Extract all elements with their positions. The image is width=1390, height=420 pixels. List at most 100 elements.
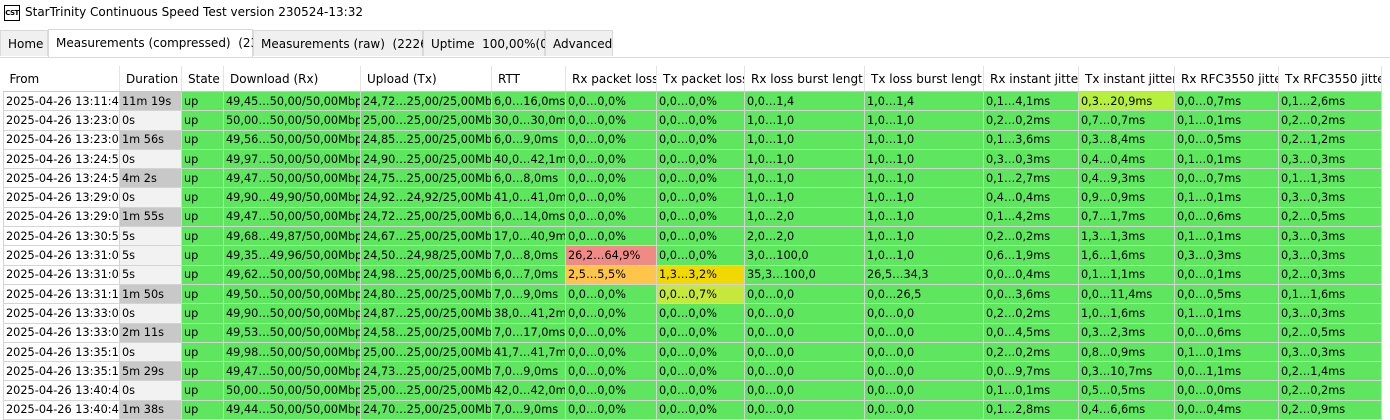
table-cell: 0s xyxy=(119,110,182,131)
table-cell: 49,56…50,00/50,00Mbps xyxy=(223,129,361,150)
table-cell: 0,0…9,7ms xyxy=(983,361,1079,382)
table-cell: 7,0…8,0ms xyxy=(491,245,566,266)
table-cell: 0,0…0,5ms xyxy=(1174,283,1279,305)
table-cell: 49,35…49,96/50,00Mbps xyxy=(223,245,361,266)
table-cell: 6,0…16,0ms xyxy=(491,90,566,112)
table-row[interactable]: 2025-04-26 13:33:06 0s up 49,90…50,00/50,00… xyxy=(3,303,1382,324)
table-row[interactable]: 2025-04-26 13:30:58 5s up 49,68…49,87/50,00… xyxy=(3,226,1382,247)
table-cell: 11m 19s xyxy=(119,90,182,112)
column-header[interactable]: Rx instant jitter xyxy=(983,66,1079,92)
table-row[interactable]: 2025-04-26 13:29:02 1m 55s up 49,47…50,00/5… xyxy=(3,206,1382,228)
table-cell: 0,0…0,0% xyxy=(565,341,657,363)
column-header[interactable]: Tx loss burst length xyxy=(864,66,984,92)
table-cell: 0,0…0,0% xyxy=(656,322,745,343)
column-header[interactable]: Duration xyxy=(119,66,182,92)
tab[interactable]: Uptime 100,00%(0) xyxy=(423,30,553,56)
column-header[interactable]: Rx RFC3550 jitter xyxy=(1174,66,1279,92)
table-cell: 0,1…0,1ms xyxy=(1174,110,1279,131)
table-cell: 24,80…25,00/25,00Mbps xyxy=(360,283,492,305)
table-cell: 0,0…0,0% xyxy=(565,283,657,305)
table-row[interactable]: 2025-04-26 13:31:09 5s up 49,62…50,00/50,00… xyxy=(3,264,1382,285)
column-header[interactable]: Rx packet loss xyxy=(565,66,657,92)
table-cell: 0,0…0,4ms xyxy=(1174,399,1279,420)
column-header[interactable]: State xyxy=(181,66,224,92)
table-cell: 0,0…0,0% xyxy=(656,168,745,189)
table-cell: 1,0…1,0 xyxy=(864,206,984,228)
table-row[interactable]: 2025-04-26 13:24:58 0s up 49,97…50,00/50,00… xyxy=(3,148,1382,170)
table-cell: 0,0…0,0% xyxy=(656,399,745,420)
table-cell: 0,4…6,6ms xyxy=(1078,399,1175,420)
table-cell: 0,0…0,5ms xyxy=(1174,129,1279,150)
table-cell: 30,0…30,0ms xyxy=(491,110,566,131)
table-row[interactable]: 2025-04-26 13:31:03 5s up 49,35…49,96/50,00… xyxy=(3,245,1382,266)
table-cell: 49,44…50,00/50,00Mbps xyxy=(223,399,361,420)
table-cell: up xyxy=(181,148,224,170)
table-cell: 2,0…2,0 xyxy=(744,226,865,247)
table-cell: 0,0…0,0% xyxy=(565,187,657,208)
table-cell: 0,3…0,3ms xyxy=(983,148,1079,170)
table-row[interactable]: 2025-04-26 13:23:00 0s up 50,00…50,00/50,00… xyxy=(3,110,1382,131)
column-header[interactable]: Download (Rx) xyxy=(223,66,361,92)
table-cell: 50,00…50,00/50,00Mbps xyxy=(223,380,361,401)
table-cell: up xyxy=(181,245,224,266)
table-cell: 0,0…0,0% xyxy=(565,148,657,170)
table-cell: 0,0…0,7ms xyxy=(1174,168,1279,189)
table-row[interactable]: 2025-04-26 13:40:49 1m 38s up 49,44…50,00/5… xyxy=(3,399,1382,420)
table-row[interactable]: 2025-04-26 13:40:49 0s up 50,00…50,00/50,00… xyxy=(3,380,1382,401)
table-cell: 49,90…50,00/50,00Mbps xyxy=(223,303,361,324)
table-row[interactable]: 2025-04-26 13:23:00 1m 56s up 49,56…50,00/5… xyxy=(3,129,1382,150)
table-row[interactable]: 2025-04-26 13:29:01 0s up 49,90…49,90/50,00… xyxy=(3,187,1382,208)
app-icon: CST xyxy=(4,5,20,21)
table-cell: 7,0…9,0ms xyxy=(491,283,566,305)
table-cell: 7,0…9,0ms xyxy=(491,399,566,420)
column-header[interactable]: From xyxy=(3,66,120,92)
column-header[interactable]: Tx instant jitter xyxy=(1078,66,1175,92)
table-cell: up xyxy=(181,341,224,363)
table-cell: 0,0…0,0% xyxy=(565,322,657,343)
tab[interactable]: Measurements (compressed) (231) xyxy=(48,29,271,57)
table-cell: 0,0…3,6ms xyxy=(983,283,1079,305)
table-cell: 24,70…25,00/25,00Mbps xyxy=(360,399,492,420)
table-cell: 0,3…0,3ms xyxy=(1174,245,1279,266)
table-cell: 0,1…0,1ms xyxy=(1174,303,1279,324)
table-cell: 0,0…0,0% xyxy=(565,303,657,324)
tab[interactable]: Advanced xyxy=(545,30,613,56)
table-cell: 0,1…0,1ms xyxy=(983,380,1079,401)
table-cell: 2025-04-26 13:23:00 xyxy=(3,110,120,131)
table-cell: 0,2…0,5ms xyxy=(1278,206,1382,228)
table-cell: 0,1…2,8ms xyxy=(983,399,1079,420)
table-row[interactable]: 2025-04-26 13:11:40 11m 19s up 49,45…50,00/… xyxy=(3,90,1382,112)
table-cell: 0,0…0,0 xyxy=(744,303,865,324)
tab[interactable]: Measurements (raw) (22261) xyxy=(253,30,440,56)
column-header[interactable]: Rx loss burst length xyxy=(744,66,865,92)
table-cell: 1,0…1,0 xyxy=(744,187,865,208)
table-cell: 0,3…8,4ms xyxy=(1078,129,1175,150)
tab-strip: Home Measurements (compressed) (231) Measu… xyxy=(0,29,1390,58)
title-bar: CST StarTrinity Continuous Speed Test ve… xyxy=(0,0,1390,26)
table-row[interactable]: 2025-04-26 13:24:58 4m 2s up 49,47…50,00/50… xyxy=(3,168,1382,189)
table-cell: 0,0…0,0% xyxy=(565,129,657,150)
table-cell: 0,4…0,4ms xyxy=(983,187,1079,208)
column-header[interactable]: Tx packet loss xyxy=(656,66,745,92)
table-cell: 24,72…25,00/25,00Mbps xyxy=(360,206,492,228)
window-title: StarTrinity Continuous Speed Test versio… xyxy=(25,5,363,19)
table-cell: up xyxy=(181,283,224,305)
column-header[interactable]: Upload (Tx) xyxy=(360,66,492,92)
table-cell: up xyxy=(181,361,224,382)
table-cell: 1,0…2,0 xyxy=(744,206,865,228)
table-cell: 0s xyxy=(119,187,182,208)
table-row[interactable]: 2025-04-26 13:35:19 5m 29s up 49,47…50,00/5… xyxy=(3,361,1382,382)
column-header[interactable]: Tx RFC3550 jitter xyxy=(1278,66,1382,92)
tab[interactable]: Home xyxy=(0,30,48,56)
table-row[interactable]: 2025-04-26 13:35:18 0s up 49,98…50,00/50,00… xyxy=(3,341,1382,363)
table-cell: 0,3…0,3ms xyxy=(1278,226,1382,247)
column-header[interactable]: RTT xyxy=(491,66,566,92)
table-cell: 0,0…0,0% xyxy=(565,361,657,382)
table-row[interactable]: 2025-04-26 13:31:16 1m 50s up 49,50…50,00/5… xyxy=(3,283,1382,305)
table-cell: 1,0…1,6ms xyxy=(1078,303,1175,324)
table-cell: 6,0…9,0ms xyxy=(491,129,566,150)
table-cell: up xyxy=(181,264,224,285)
table-row[interactable]: 2025-04-26 13:33:07 2m 11s up 49,53…50,00/5… xyxy=(3,322,1382,343)
table-cell: 5m 29s xyxy=(119,361,182,382)
table-cell: 0,0…0,0% xyxy=(565,206,657,228)
